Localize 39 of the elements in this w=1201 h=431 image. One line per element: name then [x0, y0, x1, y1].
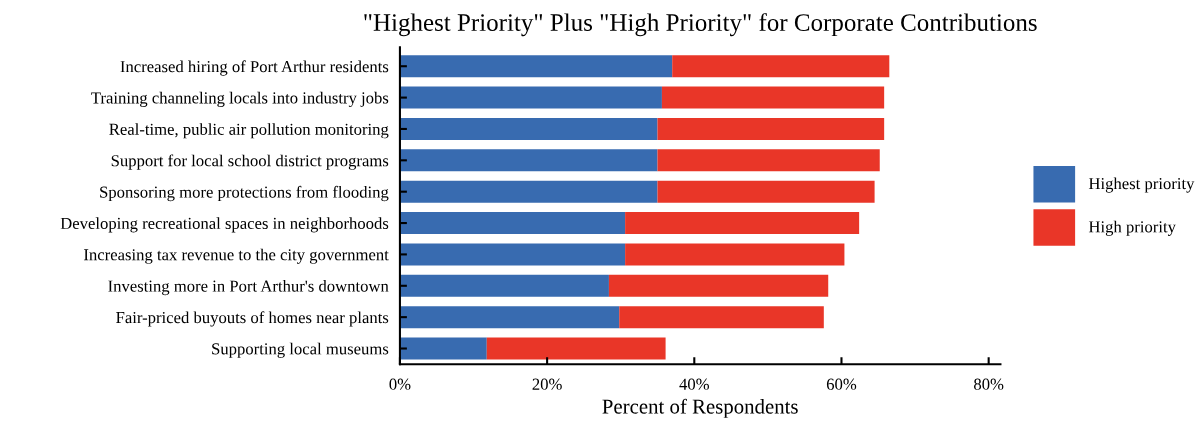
- bar: [619, 306, 824, 329]
- bar: [399, 149, 658, 172]
- bar: [399, 306, 620, 329]
- y-tick-label: Fair-priced buyouts of homes near plants: [116, 311, 389, 327]
- y-tick-label: Increasing tax revenue to the city government: [83, 248, 389, 264]
- legend-label: High priority: [1088, 220, 1176, 236]
- y-tick-label: Increased hiring of Port Arthur residents: [120, 60, 389, 76]
- bar: [608, 274, 829, 297]
- bar: [399, 180, 658, 203]
- y-tick-label: Real-time, public air pollution monitoring: [109, 123, 389, 139]
- bar: [399, 212, 626, 235]
- bar: [625, 212, 860, 235]
- x-tick-label: 0%: [389, 378, 411, 390]
- bar: [399, 243, 626, 266]
- bar: [399, 274, 609, 297]
- bar: [486, 337, 666, 360]
- bar: [672, 55, 890, 78]
- bar: [657, 180, 875, 203]
- x-tick-label: 20%: [532, 378, 562, 390]
- bar: [625, 243, 845, 266]
- bar: [657, 149, 880, 172]
- y-tick-label: Investing more in Port Arthur's downtown: [108, 280, 389, 296]
- bar: [399, 86, 662, 109]
- y-tick-label: Supporting local museums: [212, 342, 389, 358]
- bar: [399, 337, 487, 360]
- bar: [661, 86, 885, 109]
- y-tick-label: Support for local school district programs: [111, 154, 389, 170]
- bar: [657, 117, 885, 140]
- y-tick-label: Training channeling locals into industry jobs: [91, 91, 389, 107]
- bar: [399, 55, 673, 78]
- legend-label: Highest priority: [1088, 177, 1195, 193]
- bar: [399, 117, 658, 140]
- x-tick-label: 40%: [679, 378, 709, 390]
- y-tick-label: Sponsoring more protections from flooding: [100, 185, 389, 202]
- x-tick-label: 80%: [974, 378, 1004, 390]
- y-tick-label: Developing recreational spaces in neighborhoods: [60, 217, 389, 233]
- x-axis-title: Percent of Respondents: [602, 398, 798, 418]
- x-tick-label: 60%: [826, 378, 857, 390]
- chart-title: "Highest Priority" Plus "High Priority" for Corporate Contributions: [364, 13, 1037, 37]
